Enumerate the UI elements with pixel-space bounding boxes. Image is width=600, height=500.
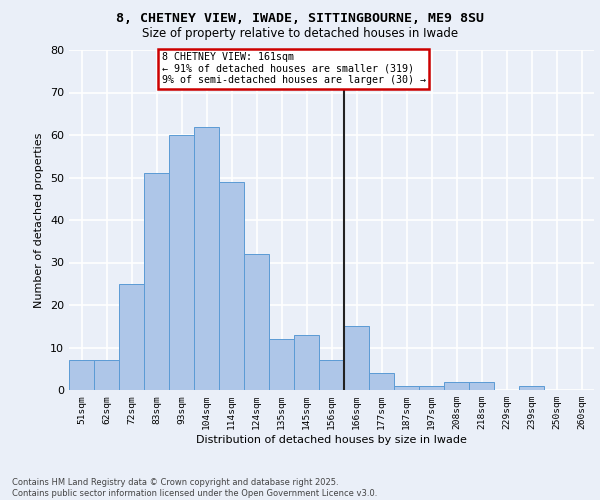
Bar [419,386,444,390]
Bar [469,382,494,390]
X-axis label: Distribution of detached houses by size in Iwade: Distribution of detached houses by size … [196,435,467,445]
Bar [344,326,369,390]
Bar [194,126,219,390]
Bar [94,360,119,390]
Bar [444,382,469,390]
Bar [219,182,244,390]
Text: 8, CHETNEY VIEW, IWADE, SITTINGBOURNE, ME9 8SU: 8, CHETNEY VIEW, IWADE, SITTINGBOURNE, M… [116,12,484,26]
Text: 8 CHETNEY VIEW: 161sqm
← 91% of detached houses are smaller (319)
9% of semi-det: 8 CHETNEY VIEW: 161sqm ← 91% of detached… [161,52,425,86]
Bar [269,339,294,390]
Bar [294,335,319,390]
Bar [244,254,269,390]
Bar [369,373,394,390]
Bar [69,360,94,390]
Text: Contains HM Land Registry data © Crown copyright and database right 2025.
Contai: Contains HM Land Registry data © Crown c… [12,478,377,498]
Bar [119,284,144,390]
Y-axis label: Number of detached properties: Number of detached properties [34,132,44,308]
Text: Size of property relative to detached houses in Iwade: Size of property relative to detached ho… [142,28,458,40]
Bar [144,174,169,390]
Bar [169,135,194,390]
Bar [319,360,344,390]
Bar [519,386,544,390]
Bar [394,386,419,390]
